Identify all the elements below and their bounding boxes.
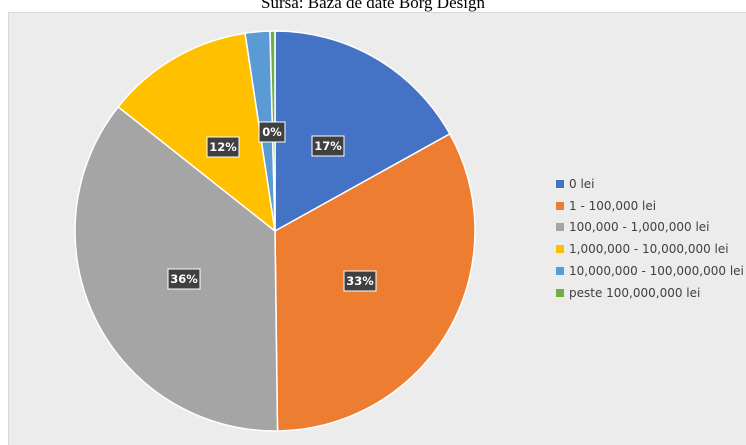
svg-text:12%: 12% (209, 140, 237, 154)
legend-item-4: 1,000,000 - 10,000,000 lei (556, 238, 744, 260)
chart-area: 17% 33% 36% 12% 0% 0 lei 1 - 100,000 lei 100,0… (8, 12, 746, 445)
svg-text:33%: 33% (346, 274, 374, 288)
legend-label: 100,000 - 1,000,000 lei (569, 220, 710, 235)
data-label-6: 0% (258, 121, 286, 143)
legend-item-5: 10,000,000 - 100,000,000 lei (556, 260, 744, 282)
source-caption: Sursa: Baza de date Borg Design (261, 0, 485, 12)
svg-text:17%: 17% (314, 139, 342, 153)
legend-item-6: peste 100,000,000 lei (556, 282, 744, 304)
legend-item-2: 1 - 100,000 lei (556, 195, 744, 217)
data-label-2: 33% (343, 270, 377, 292)
legend-swatch (556, 267, 564, 276)
data-label-4: 12% (206, 136, 240, 158)
legend-item-3: 100,000 - 1,000,000 lei (556, 217, 744, 239)
legend-swatch (556, 201, 564, 210)
legend-label: 0 lei (569, 176, 595, 191)
data-label-1: 17% (311, 135, 345, 157)
legend-swatch (556, 245, 564, 254)
legend-label: peste 100,000,000 lei (569, 285, 701, 300)
pie-chart: 17% 33% 36% 12% 0% (74, 30, 476, 432)
legend-label: 1,000,000 - 10,000,000 lei (569, 242, 729, 257)
legend-item-1: 0 lei (556, 173, 744, 195)
legend-label: 1 - 100,000 lei (569, 198, 657, 213)
pie-slice-1 (274, 30, 451, 233)
data-label-3: 36% (167, 268, 201, 290)
legend-swatch (556, 179, 564, 188)
legend-swatch (556, 288, 564, 297)
chart-legend: 0 lei 1 - 100,000 lei 100,000 - 1,000,000 … (556, 173, 744, 304)
svg-text:36%: 36% (170, 272, 198, 286)
pie-slice-4 (117, 32, 277, 233)
legend-swatch (556, 223, 564, 232)
svg-text:0%: 0% (262, 125, 282, 139)
legend-label: 10,000,000 - 100,000,000 lei (569, 264, 744, 279)
